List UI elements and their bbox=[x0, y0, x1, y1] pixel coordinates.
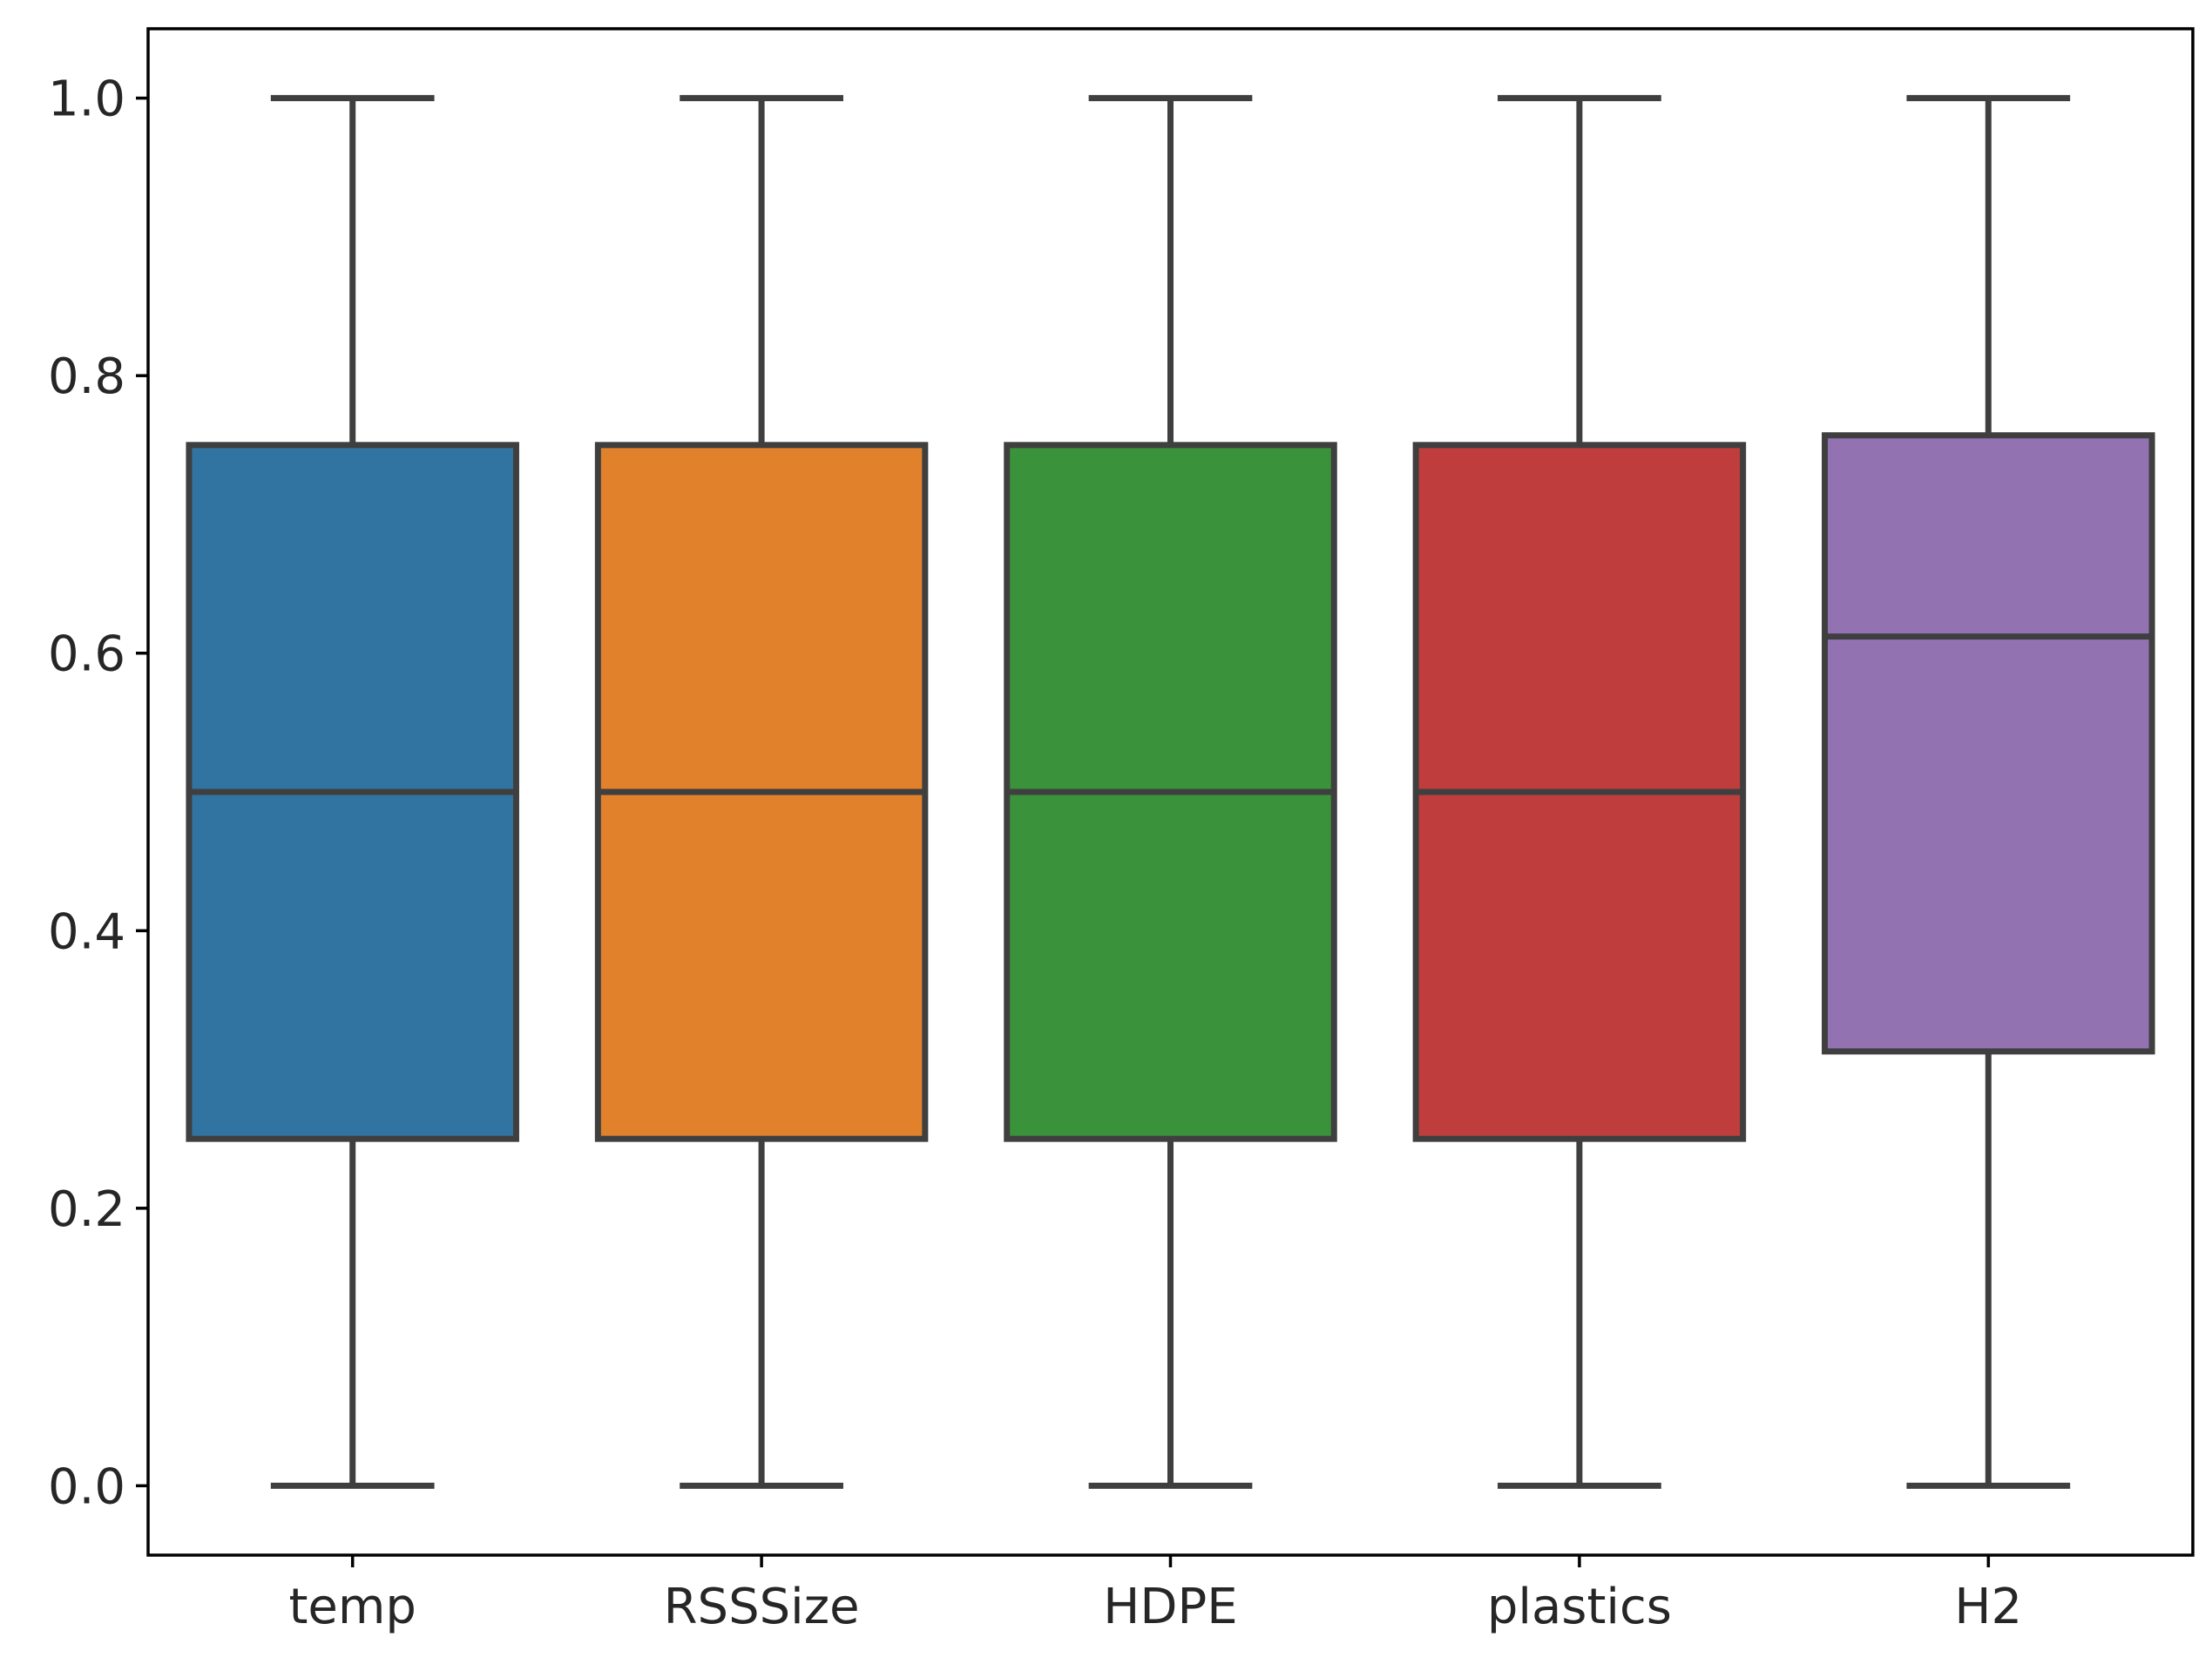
x-tick-label-temp: temp bbox=[288, 1579, 416, 1635]
y-tick-label-1: 0.2 bbox=[48, 1181, 125, 1238]
axes: 0.0 0.2 0.4 0.6 0.8 1.0 temp RSSSize HDPE plastic… bbox=[48, 27, 2195, 1635]
box-H2 bbox=[1822, 95, 2155, 1489]
box-HDPE bbox=[1004, 95, 1337, 1489]
y-tick-label-0: 0.0 bbox=[48, 1458, 125, 1515]
box-RSSSize bbox=[594, 95, 929, 1489]
plot-area bbox=[186, 95, 2155, 1489]
y-tick-label-5: 1.0 bbox=[48, 71, 125, 128]
y-tick-label-2: 0.4 bbox=[48, 903, 125, 960]
y-tick-label-3: 0.6 bbox=[48, 626, 125, 683]
box-plastics bbox=[1412, 95, 1747, 1489]
x-tick-label-plastics: plastics bbox=[1487, 1579, 1672, 1635]
y-tick-label-4: 0.8 bbox=[48, 348, 125, 405]
x-tick-label-RSSSize: RSSSize bbox=[664, 1579, 860, 1635]
x-tick-label-H2: H2 bbox=[1954, 1579, 2022, 1635]
iqr-box-H2 bbox=[1822, 432, 2155, 1055]
x-tick-label-HDPE: HDPE bbox=[1103, 1579, 1237, 1635]
box-temp bbox=[186, 95, 519, 1489]
